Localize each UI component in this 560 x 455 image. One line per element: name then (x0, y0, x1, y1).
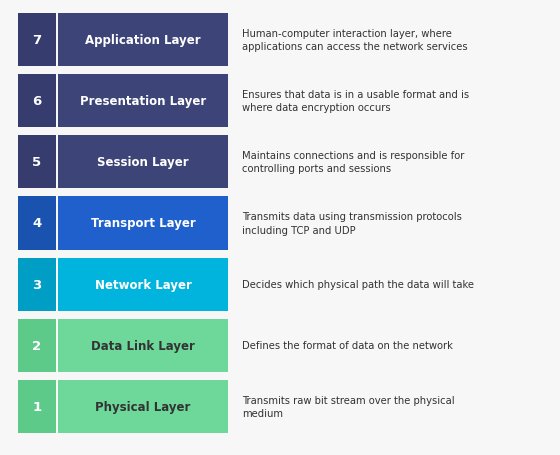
Text: Application Layer: Application Layer (85, 34, 201, 47)
Text: Physical Layer: Physical Layer (95, 400, 191, 413)
Text: Ensures that data is in a usable format and is
where data encryption occurs: Ensures that data is in a usable format … (242, 90, 469, 113)
FancyBboxPatch shape (18, 319, 56, 372)
FancyBboxPatch shape (58, 380, 228, 433)
Text: 1: 1 (32, 400, 41, 413)
Text: Data Link Layer: Data Link Layer (91, 339, 195, 352)
Text: Maintains connections and is responsible for
controlling ports and sessions: Maintains connections and is responsible… (242, 151, 464, 174)
Text: Transport Layer: Transport Layer (91, 217, 195, 230)
FancyBboxPatch shape (58, 75, 228, 128)
FancyBboxPatch shape (18, 136, 56, 189)
Text: 7: 7 (32, 34, 41, 47)
Text: 4: 4 (32, 217, 41, 230)
FancyBboxPatch shape (18, 258, 56, 311)
FancyBboxPatch shape (58, 136, 228, 189)
Text: Decides which physical path the data will take: Decides which physical path the data wil… (242, 279, 474, 289)
FancyBboxPatch shape (58, 197, 228, 250)
Text: Session Layer: Session Layer (97, 156, 189, 169)
Text: Human-computer interaction layer, where
applications can access the network serv: Human-computer interaction layer, where … (242, 29, 468, 52)
Text: 3: 3 (32, 278, 41, 291)
FancyBboxPatch shape (18, 75, 56, 128)
Text: 5: 5 (32, 156, 41, 169)
Text: Transmits raw bit stream over the physical
medium: Transmits raw bit stream over the physic… (242, 395, 455, 418)
Text: 2: 2 (32, 339, 41, 352)
FancyBboxPatch shape (58, 319, 228, 372)
Text: Transmits data using transmission protocols
including TCP and UDP: Transmits data using transmission protoc… (242, 212, 462, 235)
FancyBboxPatch shape (18, 14, 56, 67)
FancyBboxPatch shape (58, 258, 228, 311)
Text: Network Layer: Network Layer (95, 278, 192, 291)
Text: Presentation Layer: Presentation Layer (80, 95, 206, 108)
FancyBboxPatch shape (18, 380, 56, 433)
FancyBboxPatch shape (58, 14, 228, 67)
FancyBboxPatch shape (18, 197, 56, 250)
Text: Defines the format of data on the network: Defines the format of data on the networ… (242, 340, 453, 350)
Text: 6: 6 (32, 95, 41, 108)
